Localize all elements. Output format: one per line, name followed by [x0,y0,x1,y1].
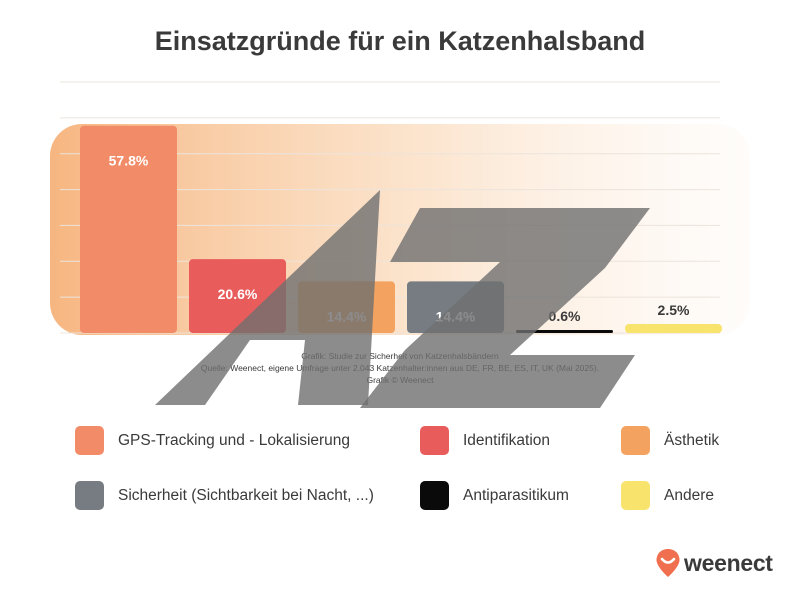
legend-label-sicherheit: Sicherheit (Sichtbarkeit bei Nacht, ...) [118,486,374,504]
legend-swatch-antiparasitikum [420,481,449,510]
legend-swatch-gps [75,426,104,455]
data-label-1: 57.8% [109,153,149,169]
legend-label-identifikation: Identifikation [463,431,551,449]
data-label-6: 2.5% [658,302,690,318]
source-line-3: Grafik © Weenect [366,375,434,385]
legend-label-andere: Andere [664,486,714,504]
data-label-2: 20.6% [218,286,258,302]
chart-title: Einsatzgründe für ein Katzenhalsband [154,26,646,56]
bar-3 [298,281,395,333]
legend-item-antiparasitikum: Antiparasitikum [420,481,569,510]
legend-label-aesthetik: Ästhetik [664,431,720,449]
legend-item-aesthetik: Ästhetik [621,426,719,455]
bar-6 [625,324,722,333]
bar-4 [407,281,504,333]
source-line-2: Quelle: Weenect, eigene Umfrage unter 2.… [200,363,600,373]
weenect-logo: weenect [655,548,773,578]
legend-swatch-sicherheit [75,481,104,510]
location-pin-icon [656,549,680,577]
data-label-3: 14.4% [327,308,367,324]
legend-item-identifikation: Identifikation [420,426,550,455]
bar-5 [516,330,613,333]
bar-1 [80,125,177,333]
logo-text: weenect [684,549,773,576]
legend-swatch-andere [621,481,650,510]
legend-item-gps: GPS-Tracking und - Lokalisierung [75,426,350,455]
bar-chart: 57.8% 20.6% 14.4% 14.4% 0.6% 2.5% [50,81,750,335]
legend-item-andere: Andere [621,481,714,510]
source-note: Grafik: Studie zur Sicherheit von Katzen… [0,350,800,386]
source-line-1: Grafik: Studie zur Sicherheit von Katzen… [301,351,499,361]
legend-item-sicherheit: Sicherheit (Sichtbarkeit bei Nacht, ...) [75,481,374,510]
legend-label-gps: GPS-Tracking und - Lokalisierung [118,431,351,449]
legend-label-antiparasitikum: Antiparasitikum [463,486,569,504]
data-label-5: 0.6% [549,308,581,324]
legend-swatch-identifikation [420,426,449,455]
legend-swatch-aesthetik [621,426,650,455]
data-label-4: 14.4% [436,308,476,324]
